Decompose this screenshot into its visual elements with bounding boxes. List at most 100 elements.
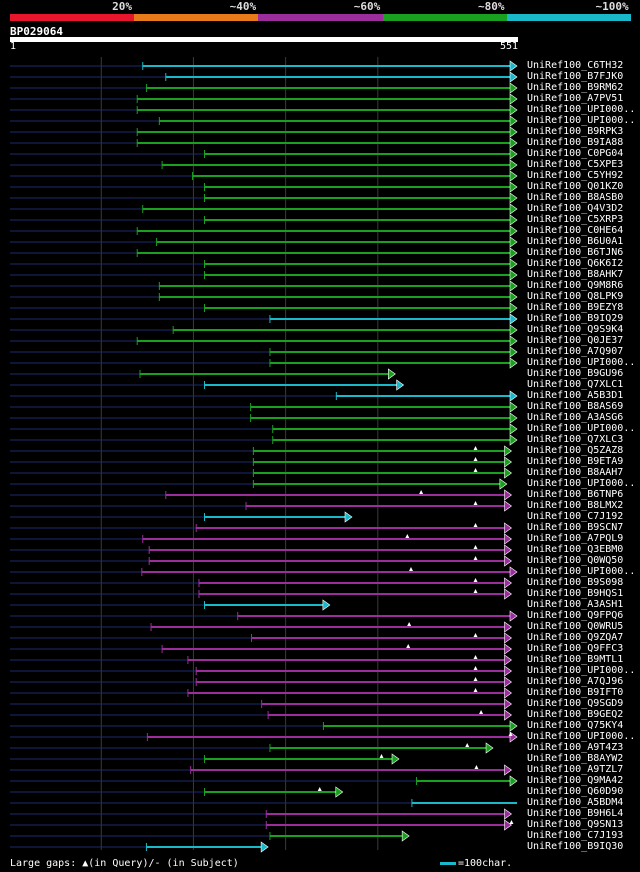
hit-label[interactable]: UniRef100_B8LMX2 (527, 500, 624, 511)
hit-label[interactable]: UniRef100_A3ASG6 (527, 412, 624, 423)
hit-row[interactable] (10, 225, 518, 237)
hit-row[interactable] (10, 808, 512, 820)
hit-label[interactable]: UniRef100_A7QJ96 (527, 676, 624, 687)
hit-label[interactable]: UniRef100_Q9FFC3 (527, 643, 624, 654)
hit-label[interactable]: UniRef100_Q6K6I2 (527, 258, 624, 269)
hit-label[interactable]: UniRef100_B9GU96 (527, 368, 624, 379)
hit-row[interactable] (10, 566, 518, 578)
hit-label[interactable]: UniRef100_UPI000.. (527, 423, 636, 434)
hit-row[interactable] (10, 137, 518, 149)
hit-row[interactable] (10, 599, 331, 611)
hit-row[interactable] (10, 544, 512, 556)
hit-label[interactable]: UniRef100_UPI000.. (527, 104, 636, 115)
hit-label[interactable]: UniRef100_B9HQS1 (527, 588, 624, 599)
hit-label[interactable]: UniRef100_Q9MA42 (527, 775, 624, 786)
hit-row[interactable] (10, 632, 512, 644)
hit-row[interactable] (10, 819, 514, 831)
hit-row[interactable] (10, 445, 512, 457)
hit-label[interactable]: UniRef100_B9ETA9 (527, 456, 624, 467)
hit-label[interactable]: UniRef100_B9S098 (527, 577, 624, 588)
hit-label[interactable]: UniRef100_Q4V3D2 (527, 203, 624, 214)
hit-row[interactable] (10, 148, 518, 160)
hit-row[interactable] (10, 214, 518, 226)
hit-row[interactable] (10, 203, 518, 215)
hit-row[interactable] (10, 258, 518, 270)
hit-label[interactable]: UniRef100_B6U0A1 (527, 236, 624, 247)
hit-row[interactable] (10, 753, 400, 765)
hit-label[interactable]: UniRef100_Q7XLC3 (527, 434, 624, 445)
hit-row[interactable] (10, 665, 512, 677)
hit-row[interactable] (10, 60, 518, 72)
hit-row[interactable] (10, 291, 518, 303)
hit-row[interactable] (10, 467, 512, 479)
hit-label[interactable]: UniRef100_A9TZL7 (527, 764, 624, 775)
hit-row[interactable] (10, 654, 512, 666)
hit-row[interactable] (10, 830, 410, 842)
hit-label[interactable]: UniRef100_C7J193 (527, 830, 624, 841)
hit-label[interactable]: UniRef100_Q9S9K4 (527, 324, 624, 335)
hit-label[interactable]: UniRef100_B9IA88 (527, 137, 624, 148)
hit-label[interactable]: UniRef100_C5XRP3 (527, 214, 624, 225)
hit-label[interactable]: UniRef100_B9IQ30 (527, 841, 624, 852)
hit-label[interactable]: UniRef100_A9T4Z3 (527, 742, 624, 753)
hit-label[interactable]: UniRef100_B6TJN6 (527, 247, 624, 258)
hit-row[interactable] (10, 676, 512, 688)
hit-label[interactable]: UniRef100_Q0WRU5 (527, 621, 624, 632)
hit-row[interactable] (10, 247, 518, 259)
hit-label[interactable]: UniRef100_C6TH32 (527, 60, 624, 71)
hit-label[interactable]: UniRef100_B9IQ29 (527, 313, 624, 324)
hit-label[interactable]: UniRef100_B8AYW2 (527, 753, 624, 764)
hit-label[interactable]: UniRef100_Q9SN13 (527, 819, 624, 830)
hit-row[interactable] (10, 434, 518, 446)
hit-label[interactable]: UniRef100_Q7XLC1 (527, 379, 624, 390)
hit-row[interactable] (10, 500, 512, 512)
hit-label[interactable]: UniRef100_Q3EBM0 (527, 544, 624, 555)
hit-label[interactable]: UniRef100_Q9ZQA7 (527, 632, 624, 643)
hit-row[interactable] (10, 346, 518, 358)
hit-row[interactable] (10, 423, 518, 435)
hit-label[interactable]: UniRef100_UPI000.. (527, 731, 636, 742)
hit-row[interactable] (10, 368, 396, 380)
hit-row[interactable] (10, 764, 512, 776)
hit-label[interactable]: UniRef100_A7Q907 (527, 346, 624, 357)
hit-row[interactable] (10, 643, 512, 655)
hit-row[interactable] (10, 401, 518, 413)
hit-row[interactable] (10, 357, 518, 369)
hit-row[interactable] (10, 621, 512, 633)
hit-label[interactable]: UniRef100_UPI000.. (527, 478, 636, 489)
hit-label[interactable]: UniRef100_A5BDM4 (527, 797, 624, 808)
hit-row[interactable] (10, 841, 269, 853)
hit-label[interactable]: UniRef100_A3ASH1 (527, 599, 624, 610)
hit-label[interactable]: UniRef100_B9MTL1 (527, 654, 624, 665)
hit-label[interactable]: UniRef100_A7PV51 (527, 93, 624, 104)
hit-label[interactable]: UniRef100_B7FJK0 (527, 71, 624, 82)
hit-label[interactable]: UniRef100_A5B3D1 (527, 390, 624, 401)
hit-row[interactable] (10, 511, 353, 523)
hit-label[interactable]: UniRef100_Q75KY4 (527, 720, 624, 731)
hit-row[interactable] (10, 115, 518, 127)
hit-label[interactable]: UniRef100_Q5ZAZ8 (527, 445, 624, 456)
hit-row[interactable] (10, 610, 518, 622)
hit-row[interactable] (10, 170, 518, 182)
hit-row[interactable] (10, 379, 405, 391)
hit-label[interactable]: UniRef100_C5XPE3 (527, 159, 624, 170)
hit-label[interactable]: UniRef100_C5YH92 (527, 170, 624, 181)
hit-row[interactable] (10, 71, 518, 83)
hit-label[interactable]: UniRef100_C7J192 (527, 511, 624, 522)
hit-row[interactable] (10, 192, 518, 204)
hit-label[interactable]: UniRef100_UPI000.. (527, 115, 636, 126)
hit-row[interactable] (10, 324, 518, 336)
hit-label[interactable]: UniRef100_B8AHK7 (527, 269, 624, 280)
hit-row[interactable] (10, 687, 512, 699)
hit-row[interactable] (10, 104, 518, 116)
hit-row[interactable] (10, 412, 518, 424)
hit-row[interactable] (10, 775, 518, 787)
hit-row[interactable] (10, 159, 518, 171)
hit-row[interactable] (10, 236, 518, 248)
hit-label[interactable]: UniRef100_B9GEQ2 (527, 709, 624, 720)
hit-row[interactable] (10, 786, 344, 798)
hit-row[interactable] (10, 720, 518, 732)
hit-label[interactable]: UniRef100_B8ASB0 (527, 192, 624, 203)
hit-row[interactable] (10, 126, 518, 138)
hit-label[interactable]: UniRef100_B8AAH7 (527, 467, 624, 478)
